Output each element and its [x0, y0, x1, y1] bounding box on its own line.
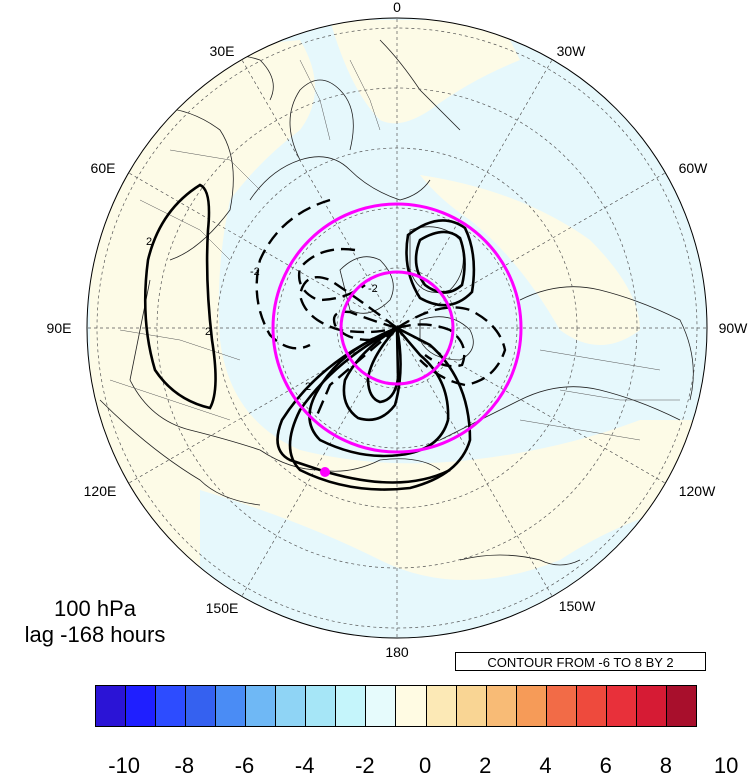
colorbar-box [456, 686, 487, 726]
colorbar-box [486, 686, 517, 726]
colorbar-label: -10 [108, 753, 140, 778]
location-marker [320, 467, 330, 477]
colorbar-box [276, 686, 307, 726]
colorbar-label: -6 [234, 753, 255, 778]
lon-label-150e: 150E [205, 600, 239, 616]
colorbar-label: 8 [659, 753, 673, 778]
lon-label-0: 0 [393, 0, 401, 15]
colorbar-box [306, 686, 337, 726]
colorbar-box [636, 686, 667, 726]
panel-title-level: 100 hPa [54, 596, 136, 621]
colorbar-box [606, 686, 637, 726]
lon-label-120e: 120E [83, 483, 117, 499]
contour-info-box: CONTOUR FROM -6 TO 8 BY 2 [455, 652, 706, 671]
colorbar-box [516, 686, 547, 726]
lon-label-30e: 30E [209, 43, 235, 59]
colorbar-box [426, 686, 457, 726]
lon-label-60e: 60E [90, 160, 116, 176]
colorbar-box [96, 686, 127, 726]
coastlines [99, 39, 694, 566]
colorbar-label: 2 [479, 753, 492, 778]
contour-label: 2 [305, 381, 311, 393]
colorbar-label: -2 [355, 753, 375, 778]
contour-labels: 2 2 -2 -2 2 [146, 236, 378, 393]
contour-label: 2 [205, 326, 211, 338]
negative-contours [255, 198, 507, 421]
colorbar-box [246, 686, 277, 726]
lon-label-60w: 60W [678, 160, 708, 176]
contour-label: 2 [146, 236, 152, 248]
colorbar-box [126, 686, 157, 726]
colorbar-box [216, 686, 247, 726]
map-border [86, 17, 708, 639]
colorbar [95, 685, 697, 727]
meridians [87, 18, 707, 638]
lon-label-180: 180 [385, 644, 409, 660]
colorbar-box [396, 686, 427, 726]
lon-label-120w: 120W [678, 483, 716, 499]
colorbar-box [666, 686, 696, 726]
lon-label-90w: 90W [718, 320, 748, 336]
political-borders [109, 59, 680, 441]
polar-map-plot: 2 2 -2 -2 2 [86, 17, 708, 639]
colorbar-label: -4 [294, 753, 315, 778]
colorbar-box [336, 686, 367, 726]
colorbar-label: 10 [713, 753, 739, 778]
colorbar-label: 4 [539, 753, 552, 778]
colorbar-box [546, 686, 577, 726]
lon-label-90e: 90E [46, 320, 72, 336]
colorbar-label: 6 [599, 753, 612, 778]
lon-label-150w: 150W [558, 598, 596, 614]
colorbar-box [186, 686, 217, 726]
reference-circles [271, 202, 523, 454]
contour-label: -2 [368, 283, 378, 295]
positive-shade-region [420, 175, 640, 345]
colorbar-label: 0 [418, 753, 432, 778]
positive-shade-region [330, 20, 520, 124]
lon-label-30w: 30W [556, 43, 586, 59]
colorbar-box [156, 686, 187, 726]
colorbar-box [366, 686, 397, 726]
panel-title-lag: lag -168 hours [24, 622, 166, 647]
contour-label: -2 [250, 266, 260, 278]
colorbar-label: -8 [174, 753, 195, 778]
colorbar-box [576, 686, 607, 726]
